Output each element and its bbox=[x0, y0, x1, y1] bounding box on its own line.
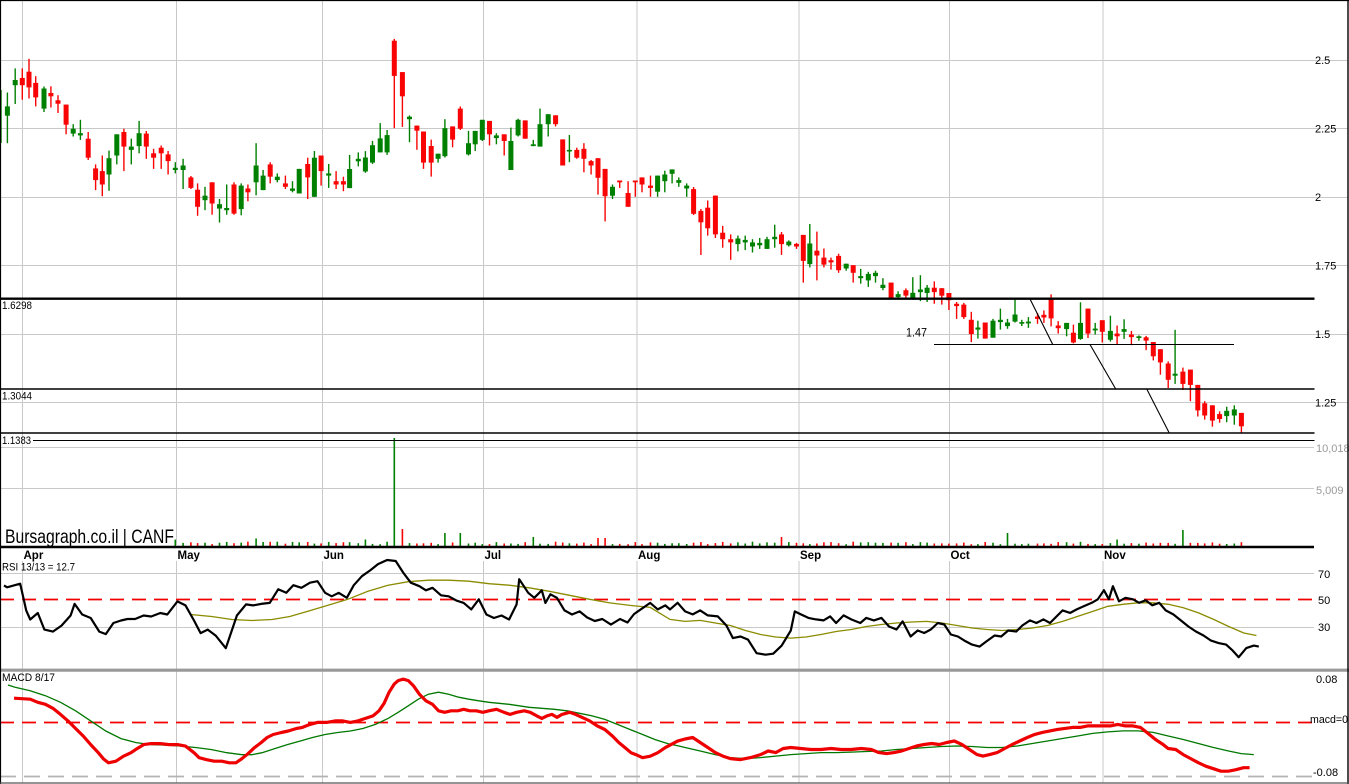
svg-text:Sep: Sep bbox=[800, 550, 821, 562]
svg-text:1.5: 1.5 bbox=[1315, 329, 1330, 341]
svg-text:-0.08: -0.08 bbox=[1313, 767, 1338, 779]
svg-text:Oct: Oct bbox=[951, 550, 970, 562]
svg-text:30: 30 bbox=[1318, 622, 1330, 634]
svg-text:May: May bbox=[178, 550, 201, 562]
svg-text:RSI 13/13 = 12.7: RSI 13/13 = 12.7 bbox=[2, 562, 75, 574]
svg-text:2: 2 bbox=[1315, 192, 1321, 204]
svg-text:MACD 8/17: MACD 8/17 bbox=[2, 672, 55, 684]
svg-text:2.5: 2.5 bbox=[1315, 55, 1330, 67]
svg-text:0.08: 0.08 bbox=[1316, 674, 1337, 686]
svg-text:1.3044: 1.3044 bbox=[2, 391, 32, 403]
svg-text:Apr: Apr bbox=[24, 550, 44, 562]
svg-text:10,018: 10,018 bbox=[1316, 443, 1349, 455]
svg-text:Nov: Nov bbox=[1104, 550, 1126, 562]
svg-text:Aug: Aug bbox=[638, 550, 660, 562]
svg-text:macd=0: macd=0 bbox=[1310, 714, 1348, 726]
svg-text:2.25: 2.25 bbox=[1315, 124, 1336, 136]
svg-text:1.47: 1.47 bbox=[906, 326, 927, 340]
svg-text:70: 70 bbox=[1318, 569, 1330, 581]
svg-text:1.25: 1.25 bbox=[1315, 398, 1336, 410]
svg-text:Jul: Jul bbox=[485, 550, 502, 562]
svg-text:1.6298: 1.6298 bbox=[2, 300, 32, 312]
svg-text:1.75: 1.75 bbox=[1315, 261, 1336, 273]
svg-text:50: 50 bbox=[1318, 595, 1330, 607]
svg-text:Jun: Jun bbox=[324, 550, 344, 562]
svg-text:5,009: 5,009 bbox=[1316, 485, 1344, 497]
svg-text:1.1383: 1.1383 bbox=[2, 435, 31, 447]
svg-text:Bursagraph.co.il | CANF: Bursagraph.co.il | CANF bbox=[5, 526, 174, 548]
